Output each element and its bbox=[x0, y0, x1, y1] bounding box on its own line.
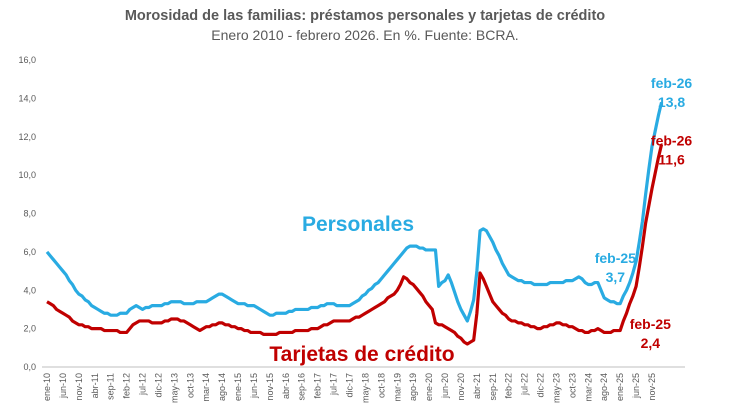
x-tick-label: abr-16 bbox=[281, 373, 291, 399]
y-tick-label: 16,0 bbox=[18, 55, 36, 65]
x-tick-label: mar-14 bbox=[201, 373, 211, 402]
x-tick-label: mar-19 bbox=[392, 373, 402, 402]
x-tick-label: may-13 bbox=[169, 373, 179, 403]
y-tick-label: 0,0 bbox=[23, 362, 36, 372]
x-tick-label: oct-18 bbox=[376, 373, 386, 398]
point-label: feb-26 bbox=[651, 132, 692, 148]
x-tick-label: feb-12 bbox=[122, 373, 132, 399]
value-label: 11,6 bbox=[658, 151, 685, 167]
series-line bbox=[45, 101, 664, 323]
x-tick-label: mar-24 bbox=[583, 373, 593, 402]
value-label: 2,4 bbox=[641, 335, 661, 351]
y-tick-label: 2,0 bbox=[23, 324, 36, 334]
x-tick-label: nov-15 bbox=[265, 373, 275, 401]
x-tick-label: may-23 bbox=[551, 373, 561, 403]
x-tick-label: ago-14 bbox=[217, 373, 227, 401]
y-tick-label: 8,0 bbox=[23, 209, 36, 219]
y-tick-label: 12,0 bbox=[18, 132, 36, 142]
y-tick-label: 14,0 bbox=[18, 93, 36, 103]
series-line bbox=[46, 144, 664, 346]
x-tick-label: ene-10 bbox=[42, 373, 52, 401]
x-tick-label: ene-15 bbox=[233, 373, 243, 401]
point-label: feb-25 bbox=[595, 250, 636, 266]
x-tick-label: ene-25 bbox=[615, 373, 625, 401]
value-label: 3,7 bbox=[606, 269, 626, 285]
x-tick-label: oct-23 bbox=[567, 373, 577, 398]
chart-subtitle: Enero 2010 - febrero 2026. En %. Fuente:… bbox=[211, 27, 518, 43]
x-tick-label: jun-20 bbox=[440, 373, 450, 399]
x-tick-label: jul-22 bbox=[520, 373, 530, 396]
x-tick-label: abr-11 bbox=[90, 373, 100, 398]
x-tick-label: ago-19 bbox=[408, 373, 418, 401]
x-tick-label: feb-17 bbox=[313, 373, 323, 399]
y-tick-label: 4,0 bbox=[23, 285, 36, 295]
x-tick-label: nov-20 bbox=[456, 373, 466, 401]
x-tick-label: ene-20 bbox=[424, 373, 434, 401]
series-label: Tarjetas de crédito bbox=[269, 343, 454, 366]
x-tick-label: sep-21 bbox=[488, 373, 498, 401]
x-tick-label: may-18 bbox=[360, 373, 370, 403]
x-tick-label: nov-25 bbox=[647, 373, 657, 401]
point-label: feb-25 bbox=[630, 316, 671, 332]
y-tick-label: 6,0 bbox=[23, 247, 36, 257]
x-tick-label: jun-10 bbox=[58, 373, 68, 399]
x-tick-label: sep-11 bbox=[106, 373, 116, 400]
point-label: feb-26 bbox=[651, 75, 692, 91]
x-tick-label: nov-10 bbox=[74, 373, 84, 401]
x-tick-label: dic-22 bbox=[536, 373, 546, 398]
value-label: 13,8 bbox=[658, 94, 685, 110]
x-tick-label: oct-13 bbox=[185, 373, 195, 398]
x-tick-label: feb-22 bbox=[504, 373, 514, 399]
x-tick-label: jun-25 bbox=[631, 373, 641, 399]
x-tick-label: sep-16 bbox=[297, 373, 307, 401]
chart-title: Morosidad de las familias: préstamos per… bbox=[125, 8, 605, 24]
series-label: Personales bbox=[302, 213, 414, 236]
x-tick-label: abr-21 bbox=[472, 373, 482, 399]
x-tick-label: dic-17 bbox=[345, 373, 355, 398]
x-tick-label: jul-12 bbox=[138, 373, 148, 396]
x-tick-label: dic-12 bbox=[153, 373, 163, 398]
x-tick-label: ago-24 bbox=[599, 373, 609, 401]
y-tick-label: 10,0 bbox=[18, 170, 36, 180]
x-tick-label: jul-17 bbox=[329, 373, 339, 396]
x-tick-label: jun-15 bbox=[249, 373, 259, 399]
